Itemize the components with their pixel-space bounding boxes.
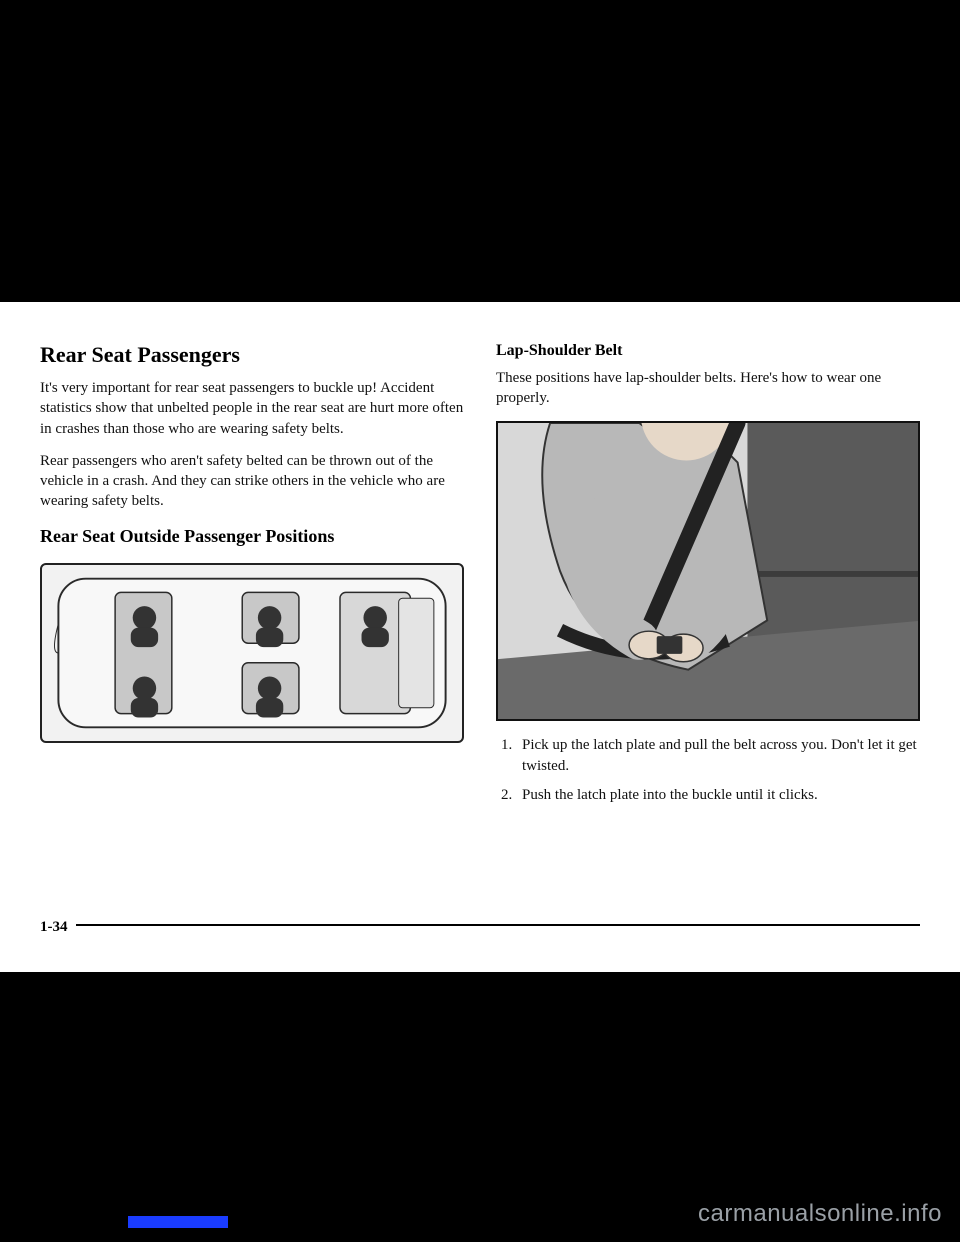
figure-seatbelt [496,421,920,721]
right-column: Lap-Shoulder Belt These positions have l… [496,342,920,814]
body-paragraph: It's very important for rear seat passen… [40,378,464,439]
page-number: 1-34 [40,919,76,936]
subsection-title: Lap-Shoulder Belt [496,342,920,360]
page-divider [40,924,920,926]
instruction-list: Pick up the latch plate and pull the bel… [516,735,920,806]
left-column: Rear Seat Passengers It's very important… [40,342,464,814]
body-paragraph: These positions have lap-shoulder belts.… [496,368,920,409]
topdown-svg [42,565,462,741]
two-column-layout: Rear Seat Passengers It's very important… [40,342,920,814]
manual-page: Rear Seat Passengers It's very important… [0,302,960,972]
watermark: carmanualsonline.info [698,1200,942,1228]
instruction-step: Push the latch plate into the buckle unt… [516,785,920,806]
figure-topdown-seating [40,563,464,743]
subsection-title: Rear Seat Outside Passenger Positions [40,526,464,547]
section-title: Rear Seat Passengers [40,342,464,368]
download-footer [14,1216,362,1228]
redacted-text [232,1216,362,1228]
body-paragraph: Rear passengers who aren't safety belted… [40,451,464,512]
seatbelt-svg [498,423,918,719]
redacted-link [128,1216,228,1228]
redacted-text [14,1216,124,1228]
instruction-step: Pick up the latch plate and pull the bel… [516,735,920,777]
